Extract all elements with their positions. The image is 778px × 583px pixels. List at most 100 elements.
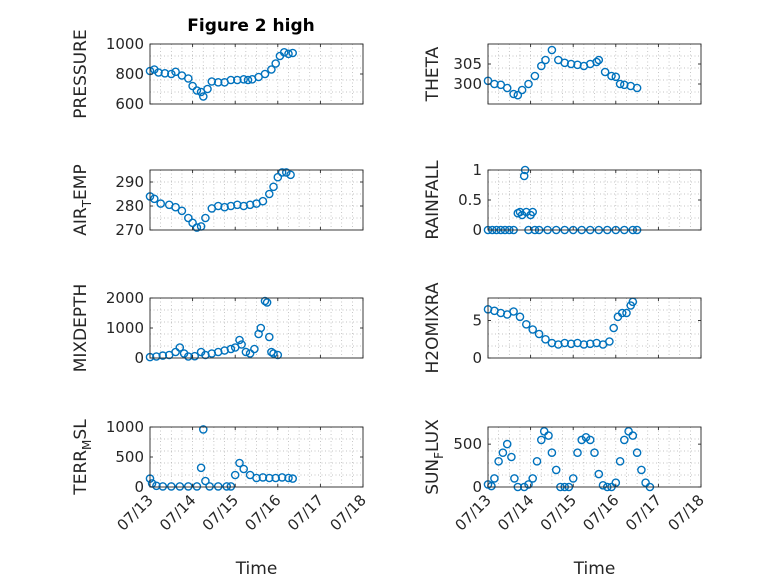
axes-box [487, 426, 702, 488]
y-tick-label: 1000 [106, 35, 144, 53]
subplot-rainfall: 0 0.5 1 RAINFALL [423, 160, 702, 240]
x-tick-label: 07/16 [241, 491, 284, 534]
x-tick-label: 07/15 [199, 491, 242, 534]
data-point [192, 223, 202, 232]
data-point [547, 45, 557, 55]
axes-box [149, 169, 364, 231]
x-axis-label: Time [573, 559, 616, 579]
subplot-sun-flux: 0 500 07/13 07/14 07/15 07/16 07/17 07/18 Time SU… [423, 419, 708, 579]
data-point [537, 61, 546, 71]
data-point [622, 308, 631, 318]
x-tick-label: 07/13 [114, 491, 157, 534]
data-point [277, 473, 287, 482]
data-point [494, 456, 503, 466]
data-point [188, 81, 197, 91]
data-point [262, 298, 272, 307]
data-point [252, 473, 261, 483]
data-point [286, 170, 295, 180]
y-tick-label: 500 [115, 448, 144, 466]
data-point [177, 206, 187, 216]
y-tick-label: 1000 [106, 319, 144, 337]
data-point [611, 72, 621, 82]
data-point [502, 83, 512, 93]
axes-box [149, 426, 364, 488]
x-tick-label: 07/18 [327, 491, 370, 534]
y-tick-label: 270 [115, 221, 144, 239]
data-point [188, 218, 197, 228]
data-point [250, 344, 259, 354]
data-point [607, 71, 616, 81]
data-point [615, 79, 625, 89]
data-point [235, 458, 244, 468]
y-tick-label: 0 [134, 349, 144, 367]
subplot-pressure: 600 800 1000 PRESSURE [71, 29, 364, 119]
x-tick-label: 07/18 [665, 491, 708, 534]
y-tick-label: 600 [115, 95, 144, 113]
data-point [149, 194, 159, 204]
data-point [183, 482, 193, 491]
axes-box [487, 169, 702, 231]
data-point [288, 474, 298, 483]
data-point [152, 352, 161, 361]
y-tick-label: 0 [134, 478, 144, 496]
data-point [284, 473, 293, 483]
data-point [632, 83, 642, 93]
data-point [524, 480, 533, 489]
data-point [547, 448, 557, 458]
data-point [156, 199, 165, 208]
data-point [528, 474, 538, 483]
data-point [222, 482, 231, 491]
data-point [267, 65, 276, 74]
data-point [617, 308, 627, 318]
x-tick-label: 07/15 [537, 491, 580, 534]
data-point [277, 168, 287, 177]
subplot-air-temp: 270 280 290 AIRTEMP [71, 164, 364, 239]
data-point [579, 340, 589, 349]
data-point [198, 425, 208, 434]
y-tick-label: 800 [115, 65, 144, 83]
data-point [637, 465, 646, 475]
data-point [620, 435, 629, 445]
data-point [203, 84, 212, 94]
data-point [264, 332, 274, 342]
data-point [239, 464, 248, 474]
data-point [190, 351, 199, 361]
data-point [592, 57, 601, 67]
data-point [196, 463, 206, 473]
data-point [573, 448, 582, 458]
y-axis-label: RAINFALL [423, 160, 443, 240]
data-point [577, 435, 587, 445]
data-point [541, 55, 550, 65]
data-point [213, 78, 223, 87]
data-point [585, 339, 595, 349]
data-point [517, 85, 527, 95]
y-tick-label: 1 [472, 161, 482, 179]
data-point [235, 335, 244, 345]
data-point [237, 340, 246, 349]
data-point [271, 473, 281, 483]
data-point [166, 482, 176, 491]
data-point [509, 307, 518, 316]
data-point [171, 67, 180, 77]
data-point [226, 75, 236, 85]
data-point [260, 69, 270, 79]
data-point [509, 89, 518, 99]
x-tick-label: 07/14 [156, 491, 199, 534]
data-point [568, 474, 578, 483]
data-point [230, 470, 240, 480]
data-point [269, 349, 278, 358]
data-point [530, 71, 540, 81]
data-point [539, 426, 549, 436]
data-point [498, 448, 508, 458]
data-point [192, 86, 202, 95]
y-axis-label: THETA [423, 46, 443, 102]
data-point [183, 213, 193, 223]
data-point [196, 222, 206, 231]
data-point [207, 77, 217, 86]
data-point [515, 312, 525, 322]
data-point [232, 75, 242, 85]
data-point [532, 456, 542, 466]
data-point [566, 339, 576, 349]
data-point [284, 49, 293, 59]
data-point [158, 482, 168, 491]
